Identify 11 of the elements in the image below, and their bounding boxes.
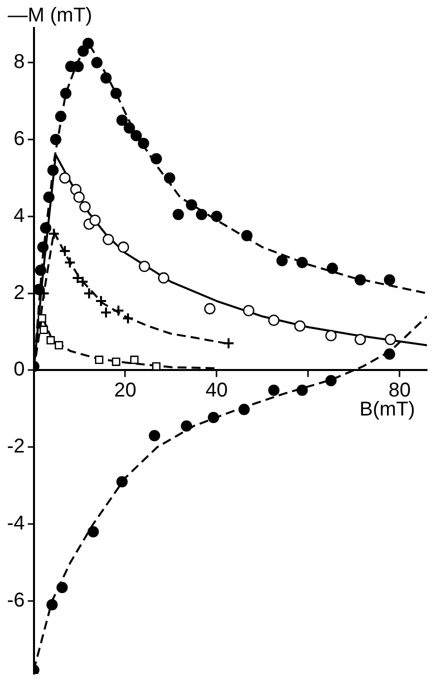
y-tick-label: -4 [6,512,25,535]
y-tick-label: 8 [14,51,25,74]
y-axis-title: —M (mT) [8,4,92,27]
y-tick-label: 6 [14,128,25,150]
y-tick-label: 0 [14,358,25,381]
y-tick-label: -6 [6,589,25,612]
x-tick-label: 40 [206,380,228,402]
x-tick-label: 20 [114,380,136,402]
y-tick-label: 4 [14,204,25,227]
y-tick-label: 2 [14,282,25,304]
y-tick-label: -2 [6,436,25,458]
